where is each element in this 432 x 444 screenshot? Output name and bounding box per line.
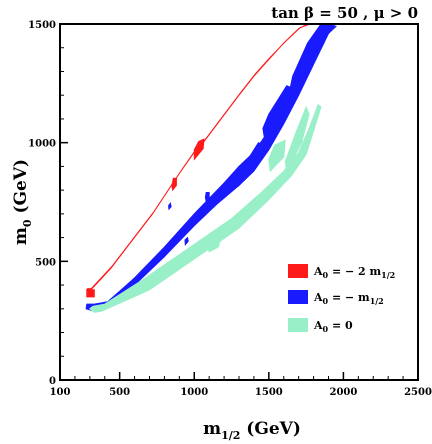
plot-area — [85, 23, 337, 313]
region-red-blob-0 — [86, 289, 95, 298]
legend-label-a0-zero: A0 = 0 — [313, 319, 353, 334]
y-axis-ticks: 0 500 1000 1500 — [28, 20, 68, 387]
region-green-blob-0 — [205, 237, 222, 253]
x-tick-label: 1000 — [180, 387, 208, 398]
region-blue-blob-0 — [238, 142, 266, 187]
y-tick-label: 1000 — [28, 139, 56, 150]
legend-label-a0-minus-m: A0 = − m1/2 — [313, 291, 384, 306]
legend-swatch-blue — [288, 290, 308, 304]
region-red-blob-1 — [193, 138, 205, 161]
x-tick-label: 500 — [109, 387, 130, 398]
region-green-blob-1 — [284, 105, 310, 173]
y-tick-label: 1500 — [28, 20, 56, 31]
region-blue-blob-2 — [286, 23, 332, 105]
region-blue-blob-4 — [184, 236, 189, 246]
plot-frame — [59, 23, 419, 381]
region-red-blob-2 — [171, 177, 177, 192]
x-axis-label: m1/2 (GeV) — [203, 419, 301, 442]
legend-swatch-red — [288, 264, 308, 278]
x-axis-ticks: 100 500 1000 1500 2000 2500 — [50, 372, 432, 398]
region-blue-blob-3 — [204, 192, 210, 204]
x-tick-label: 1500 — [255, 387, 283, 398]
region-green-band — [88, 103, 322, 313]
legend-swatch-green — [288, 318, 308, 332]
x-tick-label: 2500 — [404, 387, 432, 398]
y-tick-label: 0 — [49, 376, 56, 387]
x-tick-label: 100 — [50, 387, 71, 398]
legend: A0 = − 2 m1/2 A0 = − m1/2 A0 = 0 — [288, 264, 395, 334]
y-tick-label: 500 — [35, 257, 56, 268]
region-green-blob-2 — [268, 139, 286, 173]
region-blue-blob-5 — [168, 202, 172, 211]
y-axis-label: m0 (GeV) — [11, 159, 34, 245]
chart-title: tan β = 50 , μ > 0 — [271, 4, 418, 22]
legend-label-a0-minus-2m: A0 = − 2 m1/2 — [313, 265, 395, 280]
x-tick-label: 2000 — [329, 387, 357, 398]
